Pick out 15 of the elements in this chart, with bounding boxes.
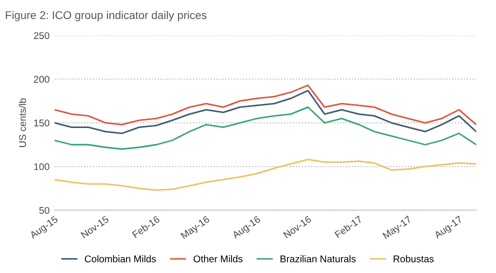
line-series: [54, 106, 476, 150]
legend-label: Brazilian Naturals: [280, 255, 356, 262]
legend-label: Other Milds: [194, 255, 243, 262]
line-series: [54, 84, 476, 126]
line-series: [54, 90, 476, 134]
y-tick-label: 50: [39, 206, 50, 214]
y-tick-label: 200: [34, 76, 50, 83]
legend-label: Robustas: [394, 255, 434, 262]
chart-title: Figure 2: ICO group indicator daily prices: [6, 10, 206, 22]
line-series: [54, 158, 476, 191]
legend-label: Colombian Milds: [84, 255, 156, 262]
y-axis-title: US cents/lb: [18, 98, 26, 147]
y-tick-label: 150: [34, 120, 50, 126]
y-tick-label: 100: [34, 163, 50, 170]
y-tick-label: 250: [34, 32, 50, 40]
